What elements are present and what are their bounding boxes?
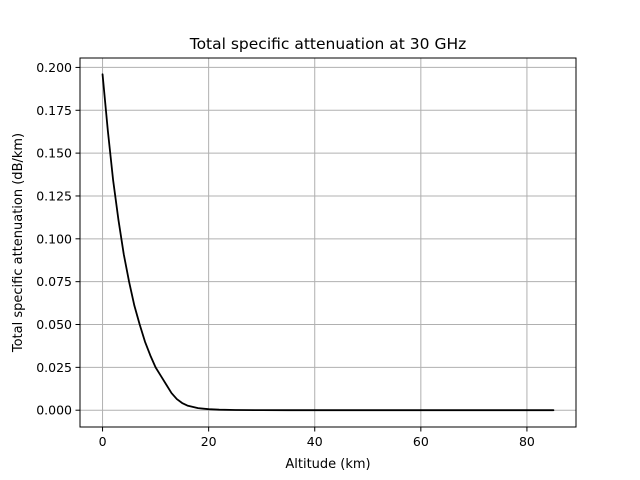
y-tick-label: 0.075 — [36, 274, 72, 289]
x-tick-label: 0 — [99, 434, 107, 449]
chart-title: Total specific attenuation at 30 GHz — [189, 35, 467, 53]
x-tick-label: 20 — [201, 434, 217, 449]
series-layer — [101, 73, 555, 412]
y-tick-label: 0.125 — [36, 188, 72, 203]
plot-frame — [79, 57, 577, 428]
x-tick-label: 40 — [307, 434, 323, 449]
x-tick-label: 60 — [413, 434, 429, 449]
y-tick-label: 0.100 — [36, 231, 72, 246]
y-axis-label: Total specific attenuation (dB/km) — [11, 133, 26, 353]
x-tick-label: 80 — [519, 434, 535, 449]
y-tick-label: 0.150 — [36, 146, 72, 161]
y-tick-label: 0.175 — [36, 103, 72, 118]
y-tick-label: 0.050 — [36, 317, 72, 332]
y-tick-label: 0.025 — [36, 360, 72, 375]
attenuation-line — [101, 73, 555, 412]
y-tick-label: 0.000 — [36, 403, 72, 418]
tick-layer: 0 20 40 60 80 0.000 0.025 0.050 0.075 0.100 0.125 0… — [36, 60, 535, 449]
x-axis-label: Altitude (km) — [285, 457, 370, 472]
grid-layer — [80, 58, 576, 427]
y-tick-label: 0.200 — [36, 60, 72, 75]
